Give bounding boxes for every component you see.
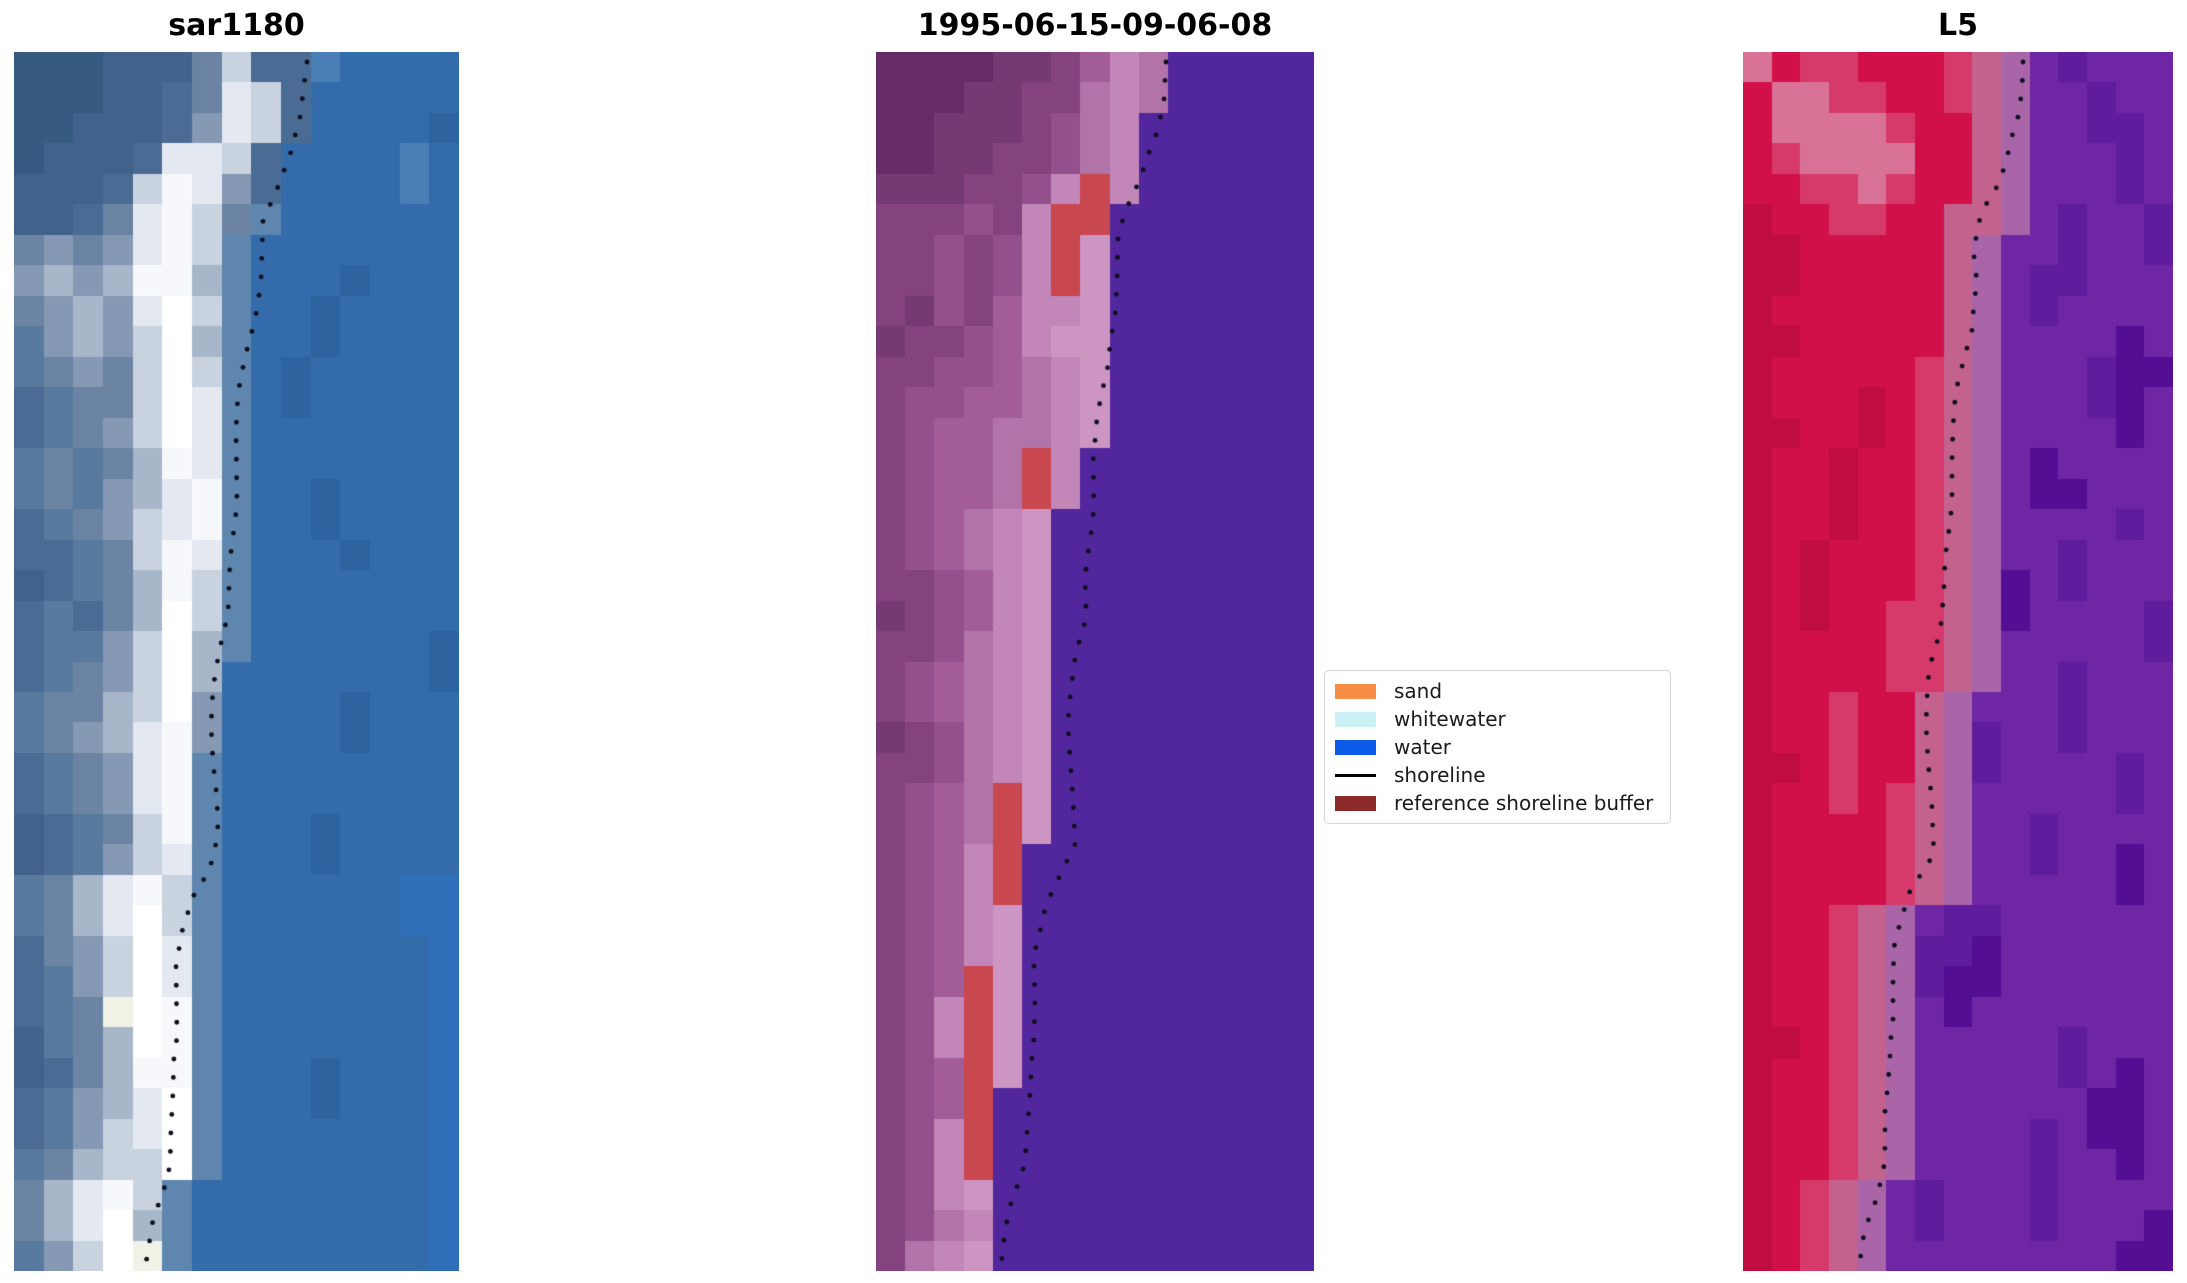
- sand-swatch-icon: [1335, 683, 1376, 699]
- legend-item-shoreline: shoreline: [1335, 763, 1660, 787]
- legend-item-sand: sand: [1335, 679, 1660, 703]
- panel-title-l5: L5: [1938, 8, 1978, 43]
- legend-item-reference-shoreline-buffer: reference shoreline buffer: [1335, 791, 1660, 815]
- legend-label-reference-shoreline-buffer: reference shoreline buffer: [1394, 791, 1654, 815]
- classified-image-panel: [876, 52, 1314, 1271]
- shoreline-line-icon: [1335, 773, 1376, 777]
- whitewater-swatch-icon: [1335, 711, 1376, 727]
- panel-title-date: 1995-06-15-09-06-08: [917, 8, 1273, 43]
- reference-shoreline-buffer-swatch-icon: [1335, 795, 1376, 811]
- legend-item-water: water: [1335, 735, 1660, 759]
- legend: sand whitewater water shoreline referenc…: [1324, 670, 1671, 824]
- legend-label-water: water: [1394, 735, 1451, 759]
- sar-image-panel: [14, 52, 459, 1271]
- legend-label-sand: sand: [1394, 679, 1443, 703]
- panel-title-sar1180: sar1180: [168, 8, 305, 43]
- water-swatch-icon: [1335, 739, 1376, 755]
- legend-label-whitewater: whitewater: [1394, 707, 1506, 731]
- legend-label-shoreline: shoreline: [1394, 763, 1486, 787]
- landsat5-image-panel: [1743, 52, 2173, 1271]
- legend-item-whitewater: whitewater: [1335, 707, 1660, 731]
